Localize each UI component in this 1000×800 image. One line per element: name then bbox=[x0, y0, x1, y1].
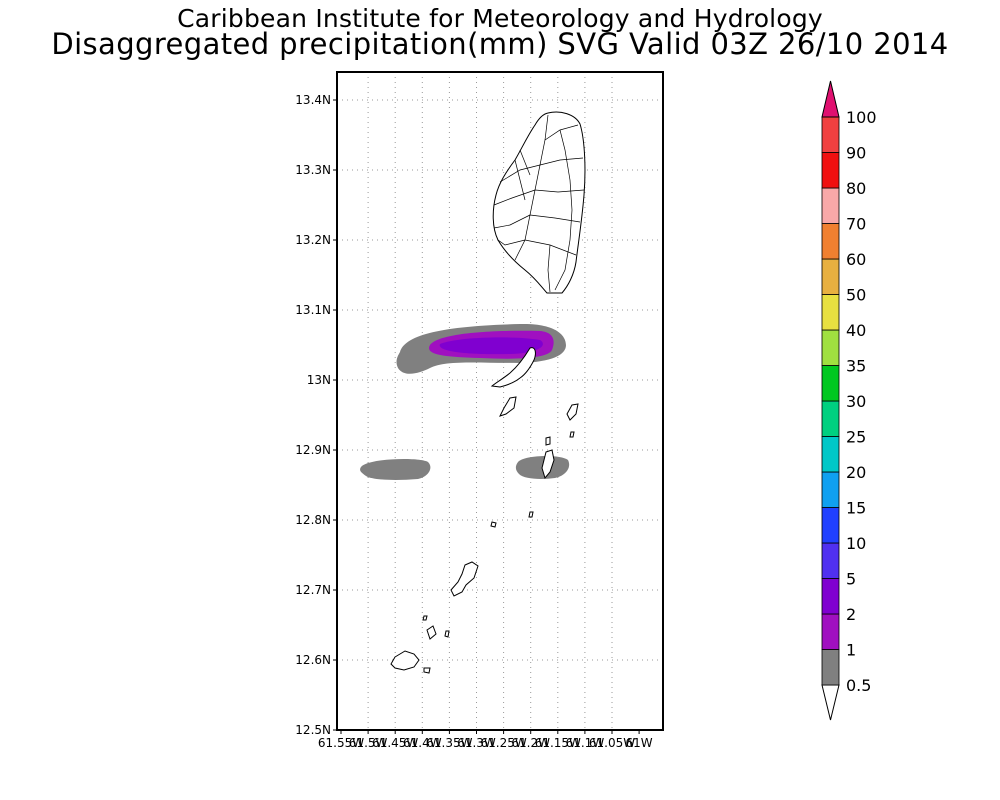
island-small-1 bbox=[500, 397, 516, 416]
legend-label: 60 bbox=[846, 250, 866, 269]
legend-swatch bbox=[822, 472, 839, 508]
legend-under-arrow bbox=[822, 685, 839, 720]
legend-swatch bbox=[822, 295, 839, 331]
legend-swatch bbox=[822, 330, 839, 366]
legend-swatch bbox=[822, 188, 839, 224]
island-small-9 bbox=[424, 668, 430, 673]
legend-label: 2 bbox=[846, 605, 856, 624]
legend-swatch bbox=[822, 543, 839, 579]
island-small-8 bbox=[423, 616, 427, 620]
legend-label: 5 bbox=[846, 570, 856, 589]
legend-label: 25 bbox=[846, 428, 866, 447]
legend-swatch bbox=[822, 153, 839, 189]
legend-swatch bbox=[822, 579, 839, 615]
island-small-6 bbox=[427, 626, 436, 639]
legend-label: 40 bbox=[846, 321, 866, 340]
coastlines bbox=[391, 112, 585, 673]
island-small-7 bbox=[445, 631, 449, 637]
legend-label: 80 bbox=[846, 179, 866, 198]
y-tick-label: 12.7N bbox=[295, 583, 331, 597]
y-tick-label: 13N bbox=[307, 373, 331, 387]
island-small-3 bbox=[570, 432, 574, 437]
map-frame bbox=[337, 72, 663, 730]
legend-label: 70 bbox=[846, 215, 866, 234]
y-tick-label: 12.5N bbox=[295, 723, 331, 737]
legend-label: 15 bbox=[846, 499, 866, 518]
legend-swatch bbox=[822, 366, 839, 402]
legend-swatch bbox=[822, 614, 839, 650]
precip-cell-west bbox=[360, 459, 430, 480]
legend-swatch bbox=[822, 259, 839, 295]
legend-over-arrow bbox=[822, 81, 839, 117]
y-tick-label: 13.4N bbox=[295, 93, 331, 107]
legend-swatch bbox=[822, 401, 839, 437]
island-small-5 bbox=[529, 512, 533, 517]
legend-label: 10 bbox=[846, 534, 866, 553]
legend-label: 100 bbox=[846, 108, 877, 127]
x-tick-label: 61W bbox=[626, 736, 653, 750]
legend-swatch bbox=[822, 224, 839, 260]
island-carriacou bbox=[451, 562, 478, 596]
y-tick-label: 13.2N bbox=[295, 233, 331, 247]
y-tick-label: 12.9N bbox=[295, 443, 331, 457]
legend-label: 20 bbox=[846, 463, 866, 482]
legend-label: 50 bbox=[846, 286, 866, 305]
y-tick-label: 13.1N bbox=[295, 303, 331, 317]
legend-label: 30 bbox=[846, 392, 866, 411]
island-small-4 bbox=[491, 522, 496, 527]
legend-swatch bbox=[822, 117, 839, 153]
island-mustique bbox=[567, 404, 578, 420]
y-axis: 13.4N 13.3N 13.2N 13.1N 13N 12.9N 12.8N 12.7N 12… bbox=[295, 93, 337, 737]
island-small-2 bbox=[546, 437, 550, 445]
x-axis: 61.55W61.5W61.45W61.4W61.35W61.3W61.25W6… bbox=[318, 730, 653, 750]
legend-swatch bbox=[822, 650, 839, 686]
legend-label: 0.5 bbox=[846, 676, 871, 695]
y-tick-label: 12.8N bbox=[295, 513, 331, 527]
legend-label: 35 bbox=[846, 357, 866, 376]
island-grenada-north bbox=[391, 651, 419, 670]
legend-label: 90 bbox=[846, 144, 866, 163]
y-tick-label: 13.3N bbox=[295, 163, 331, 177]
legend-swatch bbox=[822, 508, 839, 544]
legend-label: 1 bbox=[846, 641, 856, 660]
precipitation-field bbox=[360, 324, 569, 480]
map-grid bbox=[337, 72, 663, 730]
y-tick-label: 12.6N bbox=[295, 653, 331, 667]
legend-swatch bbox=[822, 437, 839, 473]
